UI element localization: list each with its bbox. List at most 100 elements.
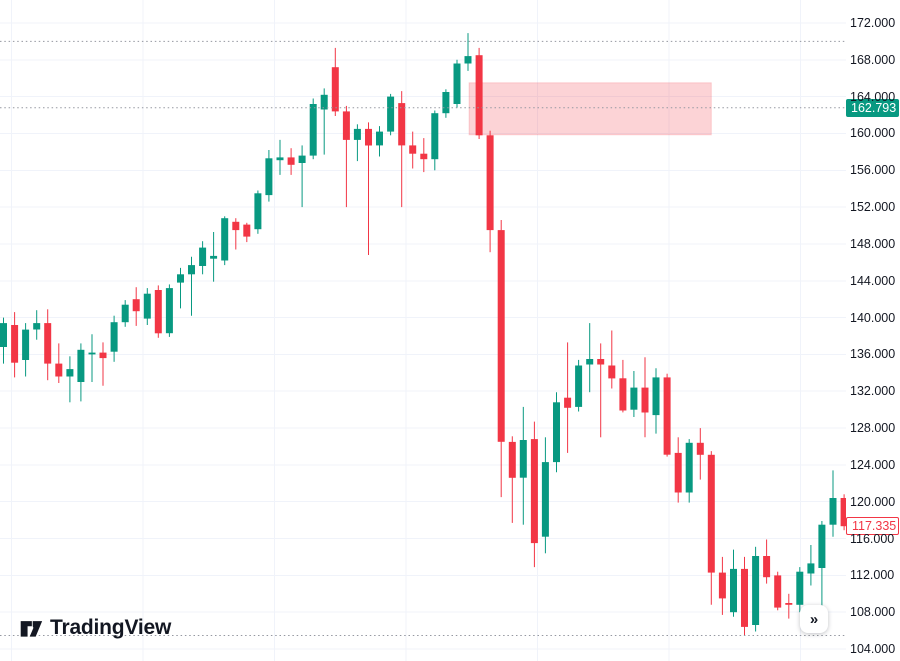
price-label: 104.000 [850,642,896,656]
candle [508,436,516,523]
candle [575,359,583,412]
candle [752,546,760,632]
candle [188,256,195,316]
candle [309,98,317,160]
price-label: 108.000 [850,605,896,620]
candle [77,343,85,402]
candle [276,139,284,175]
candle [66,356,74,403]
candle [553,392,560,473]
candle [210,232,218,282]
candle [199,241,207,275]
candle [597,343,605,438]
candle [763,539,771,584]
candle [110,315,118,362]
supply-zone-drawing[interactable] [468,82,712,136]
price-label: 168.000 [850,52,896,67]
price-level-lines [0,40,846,636]
candle [165,284,173,337]
candle [796,567,804,613]
candle [818,521,826,617]
candle [320,88,328,155]
candle [497,220,505,498]
candle [88,334,96,382]
tradingview-logo[interactable]: TradingView [19,616,171,640]
candle [530,421,538,568]
candle [730,549,737,617]
candle [464,33,472,71]
candle [630,371,638,417]
candlestick-series [0,33,846,636]
candle [298,145,306,208]
grid [0,0,846,661]
price-label: 156.000 [850,163,896,178]
price-label: 132.000 [850,384,896,399]
candle [287,148,295,175]
candle [376,126,383,157]
candle [265,150,273,202]
candle [785,593,793,619]
candle [442,89,450,118]
candle [674,437,682,503]
go-to-realtime-button[interactable]: » [800,605,828,633]
candlestick-chart[interactable] [0,0,846,661]
candle [143,288,151,325]
price-label: 112.000 [850,568,895,583]
candle [121,300,129,327]
candle [33,310,41,340]
candle [718,556,726,615]
candle [177,267,184,309]
candle [486,130,494,253]
candle [685,439,693,503]
price-label: 164.000 [850,89,896,104]
candle [154,285,162,338]
candle [564,342,572,453]
candle [475,47,483,139]
candle [840,494,846,531]
price-label: 144.000 [850,273,896,288]
candle [387,93,395,136]
candle [409,131,417,169]
price-label: 120.000 [850,494,896,509]
candle [541,437,549,554]
candle [44,309,52,381]
candle [22,323,30,377]
candle [254,190,262,234]
price-axis[interactable]: 162.793 117.335 172.000 168.000 164.000 160… [846,0,900,661]
price-label: 124.000 [850,457,896,472]
candle [519,406,527,525]
candle [741,556,748,636]
candle [829,470,837,537]
price-label: 136.000 [850,347,896,362]
candle [696,428,704,480]
candle [774,571,782,611]
candle [641,357,649,438]
candle [55,343,63,383]
candle [99,342,107,386]
candle [331,47,339,116]
candle [652,368,660,434]
candle [221,216,229,266]
candle [420,138,428,173]
candle [243,222,251,243]
tradingview-icon [20,621,43,637]
price-label: 140.000 [850,310,896,325]
candle [431,110,439,171]
price-label: 152.000 [850,200,896,215]
candle [663,373,671,457]
candle [132,287,140,326]
tradingview-logo-text: TradingView [50,616,172,639]
price-label: 148.000 [850,236,896,251]
candle [365,122,372,255]
price-label: 128.000 [850,421,896,436]
candle [453,59,461,108]
price-label: 160.000 [850,126,896,141]
price-badge-up: 162.793 [846,98,899,117]
candle [707,451,715,605]
candle [232,218,240,250]
candle [0,317,7,364]
candle [11,312,19,378]
candle [353,124,361,162]
candle [608,330,616,389]
